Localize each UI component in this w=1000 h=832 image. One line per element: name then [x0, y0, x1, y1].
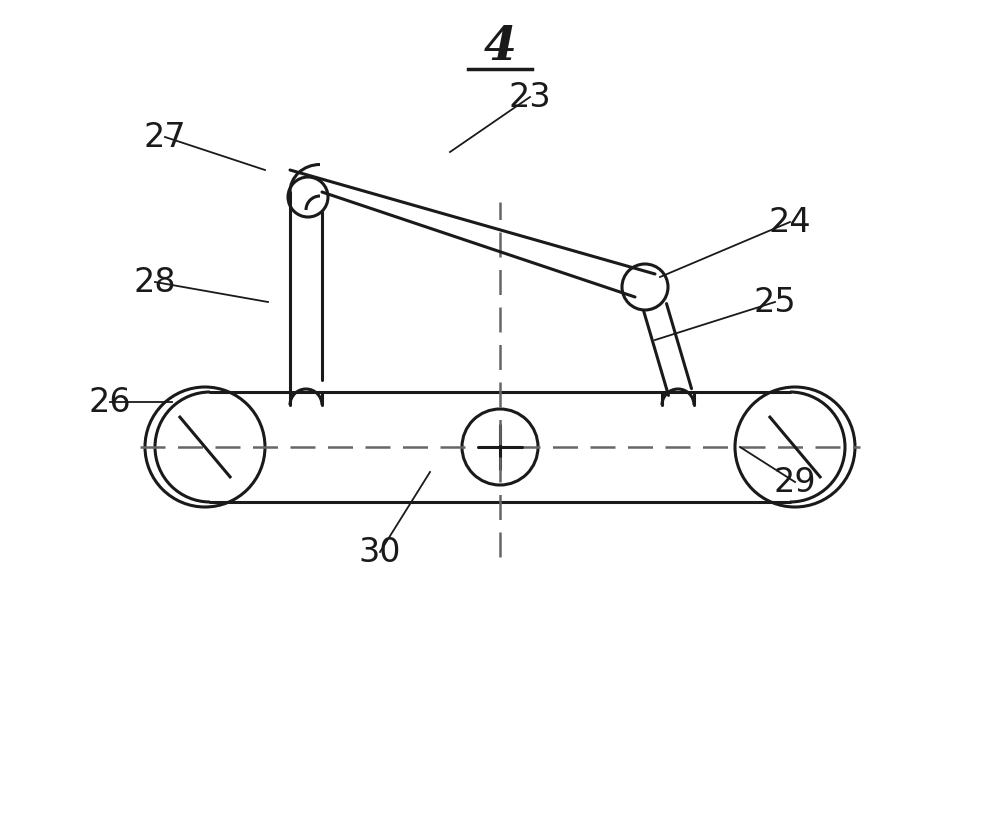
- Text: 27: 27: [144, 121, 186, 153]
- Text: 28: 28: [134, 265, 176, 299]
- Text: 25: 25: [754, 285, 796, 319]
- Text: 24: 24: [769, 206, 811, 239]
- Text: 30: 30: [359, 536, 401, 568]
- Text: 29: 29: [774, 465, 816, 498]
- Text: 26: 26: [89, 385, 131, 418]
- Text: 23: 23: [509, 81, 551, 113]
- Text: 4: 4: [484, 24, 516, 70]
